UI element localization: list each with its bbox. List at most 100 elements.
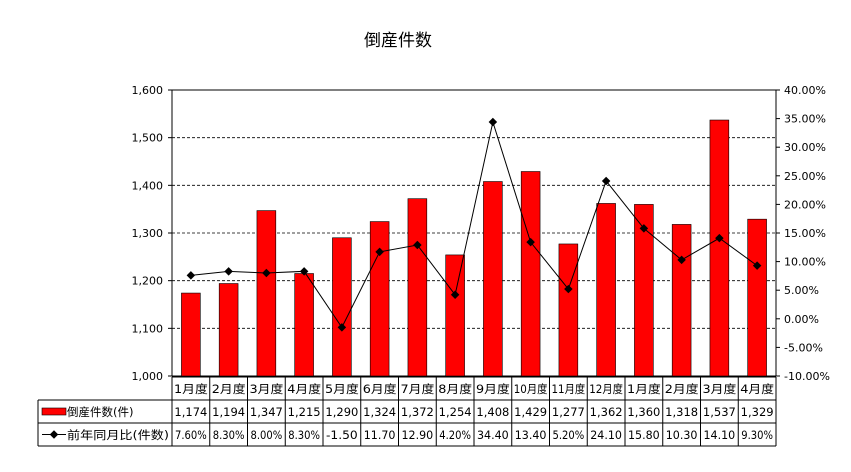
bar-value-label: 1,408 — [476, 405, 509, 419]
data-table: 1月度 1,174 7.60% 2月度 1,194 8.30% 3月度 1,347 8.00% 4… — [37, 376, 777, 447]
right-tick-label: 10.00% — [784, 256, 826, 269]
bar — [218, 283, 239, 377]
bar-value-label: 1,362 — [590, 405, 623, 419]
category-label: 1月度 — [627, 382, 661, 396]
left-tick-label: 1,400 — [132, 179, 164, 192]
line-value-label: -1.50 — [326, 428, 358, 442]
chart-title: 倒産件数 — [364, 31, 432, 51]
category-label: 11月度 — [552, 382, 586, 396]
line-value-label: 10.30 — [666, 428, 698, 442]
right-tick-label: 35.00% — [784, 113, 826, 126]
line-path — [190, 120, 758, 329]
legend-bar-label: 倒産件数(件) — [67, 405, 133, 419]
bar-value-label: 1,347 — [250, 405, 283, 419]
bar — [256, 210, 277, 377]
right-tick-label: 25.00% — [784, 170, 826, 183]
bar — [634, 204, 654, 377]
line-value-label: 14.10 — [704, 428, 736, 442]
category-label: 1月度 — [174, 382, 208, 396]
right-tick-label: 40.00% — [784, 84, 826, 97]
line-value-label: 5.20% — [553, 428, 585, 442]
line-value-label: 11.70 — [364, 428, 396, 442]
right-tick-label: -10.00% — [784, 370, 830, 383]
line-value-label: 8.00% — [251, 428, 283, 442]
bar — [445, 254, 465, 377]
line-marker — [262, 268, 271, 278]
bar-value-label: 1,429 — [514, 405, 547, 419]
bar-value-label: 1,174 — [174, 405, 207, 419]
line-marker — [186, 271, 196, 280]
right-tick-label: 0.00% — [784, 313, 819, 326]
bar — [181, 292, 201, 377]
category-label: 10月度 — [514, 382, 548, 396]
bar — [407, 198, 428, 377]
legend-bar-swatch — [41, 407, 67, 416]
right-tick-label: 30.00% — [784, 141, 826, 154]
legend-line-label: 前年同月比(件数) — [67, 428, 169, 442]
line-marker — [450, 290, 460, 300]
left-tick-label: 1,300 — [132, 227, 164, 240]
bar — [520, 171, 541, 377]
bar-value-label: 1,215 — [288, 405, 321, 419]
bar-value-label: 1,290 — [325, 405, 358, 419]
bar — [596, 203, 616, 377]
left-tick-label: 1,500 — [132, 132, 164, 145]
left-tick-label: 1,200 — [132, 275, 164, 288]
line-marker — [752, 261, 762, 270]
line-value-label: 15.80 — [628, 428, 660, 442]
bar — [558, 243, 579, 377]
bar — [483, 181, 503, 377]
line-value-label: 8.30% — [213, 428, 245, 442]
bar-value-label: 1,194 — [212, 405, 245, 419]
bar — [709, 119, 730, 377]
category-label: 5月度 — [325, 382, 359, 396]
category-label: 6月度 — [363, 382, 397, 396]
category-label: 3月度 — [250, 382, 284, 396]
right-tick-label: 5.00% — [784, 284, 819, 297]
category-label: 9月度 — [476, 382, 510, 396]
line-marker — [224, 267, 233, 276]
bar — [294, 273, 314, 377]
category-label: 3月度 — [703, 382, 737, 396]
line-value-label: 13.40 — [515, 428, 547, 442]
right-axis: -10.00% -5.00% 0.00% 5.00% 10.00% 15.00% 20.00… — [776, 84, 830, 383]
bar-value-label: 1,318 — [665, 405, 698, 419]
bar — [369, 221, 390, 377]
line-value-label: 12.90 — [402, 428, 434, 442]
category-label: 4月度 — [740, 382, 774, 396]
line-value-label: 7.60% — [175, 428, 207, 442]
line-marker — [299, 267, 309, 276]
category-label: 8月度 — [438, 382, 472, 396]
bar-value-label: 1,372 — [401, 405, 434, 419]
bar — [671, 224, 692, 377]
legend-line-marker — [49, 430, 59, 439]
right-tick-label: -5.00% — [784, 341, 823, 354]
left-axis: 1,000 1,100 1,200 1,300 1,400 1,500 1,600 — [132, 84, 172, 383]
line-value-label: 24.10 — [590, 428, 622, 442]
bar-value-label: 1,277 — [552, 405, 585, 419]
left-tick-label: 1,600 — [132, 84, 164, 97]
category-label: 2月度 — [212, 382, 246, 396]
bar — [332, 237, 352, 377]
line-marker — [677, 255, 686, 265]
line-value-label: 34.40 — [477, 428, 509, 442]
line-marker — [337, 323, 347, 332]
bar-value-label: 1,324 — [363, 405, 396, 419]
left-tick-label: 1,100 — [132, 322, 164, 335]
category-label: 2月度 — [665, 382, 699, 396]
right-tick-label: 20.00% — [784, 198, 826, 211]
right-tick-label: 15.00% — [784, 227, 826, 240]
bar-value-label: 1,254 — [439, 405, 472, 419]
line-value-label: 8.30% — [288, 428, 320, 442]
line-value-label: 4.20% — [439, 428, 471, 442]
bar-value-label: 1,360 — [627, 405, 660, 419]
bar — [747, 218, 767, 377]
line-marker — [488, 117, 498, 127]
left-tick-label: 1,000 — [132, 370, 164, 383]
bar-series — [181, 119, 767, 377]
category-label: 7月度 — [401, 382, 435, 396]
category-label: 4月度 — [287, 382, 321, 396]
line-marker — [413, 240, 422, 250]
category-label: 12月度 — [589, 382, 623, 396]
